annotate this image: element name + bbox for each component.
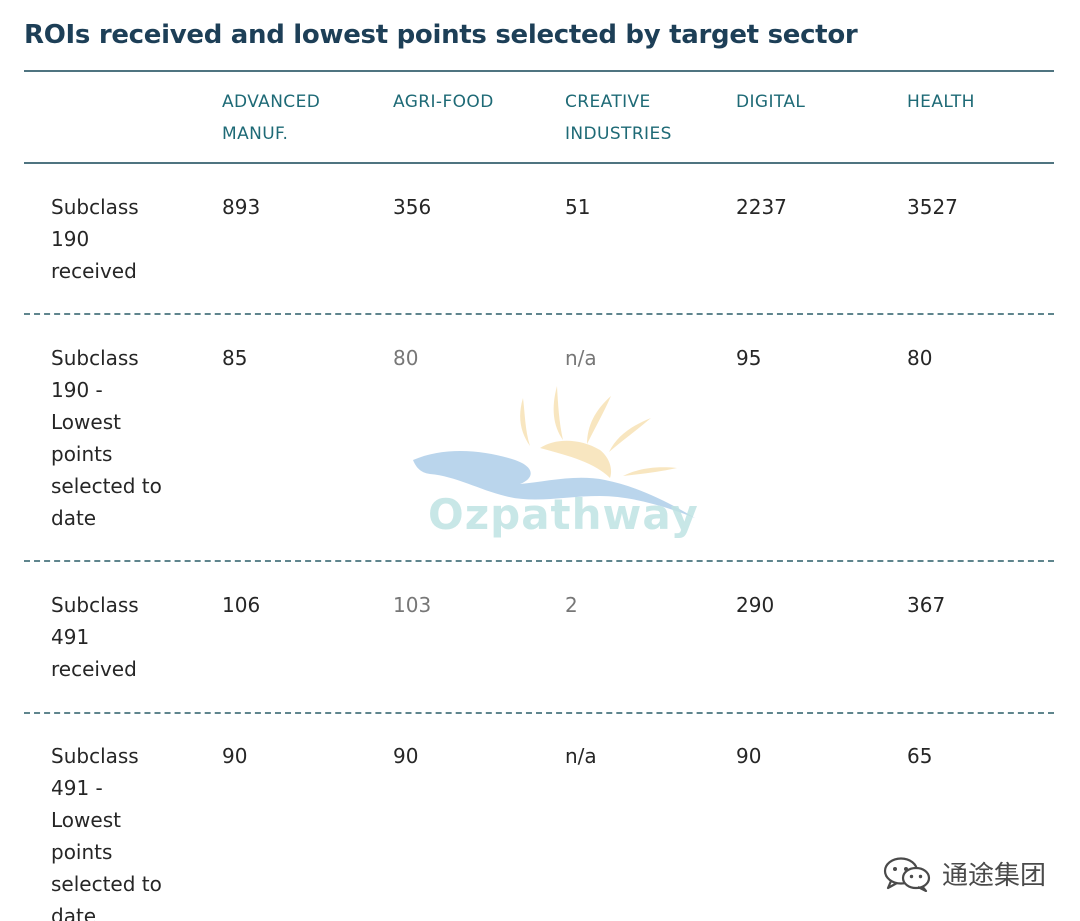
row-label-line: 491 - bbox=[51, 776, 103, 800]
col-header-creative-industries: CREATIVE INDUSTRIES bbox=[565, 86, 672, 150]
cell-491-lowest-agri-food: 90 bbox=[393, 744, 419, 768]
cell-491-received-agri-food: 103 bbox=[393, 593, 432, 617]
col-header-line: CREATIVE bbox=[565, 92, 651, 112]
cell-190-received-creative: 51 bbox=[565, 195, 591, 219]
wechat-icon bbox=[883, 856, 931, 892]
row-label-line: Subclass bbox=[51, 744, 139, 768]
cell-491-lowest-health: 65 bbox=[907, 744, 933, 768]
cell-190-received-health: 3527 bbox=[907, 195, 958, 219]
cell-491-lowest-advanced-manuf: 90 bbox=[222, 744, 248, 768]
row-label-line: 190 bbox=[51, 227, 90, 251]
header-rule bbox=[24, 162, 1054, 164]
brand-name: 通途集团 bbox=[941, 861, 1046, 891]
row-label-line: Subclass bbox=[51, 195, 139, 219]
row-label-line: selected to bbox=[51, 872, 162, 896]
wechat-brand-tag: 通途集团 bbox=[882, 855, 1046, 892]
col-header-line: INDUSTRIES bbox=[565, 124, 672, 144]
row-label-line: Lowest bbox=[51, 410, 121, 434]
col-header-agri-food: AGRI-FOOD bbox=[393, 86, 494, 118]
table-title: ROIs received and lowest points selected… bbox=[24, 20, 858, 50]
cell-190-lowest-health: 80 bbox=[907, 346, 933, 370]
row-label-491-lowest-points: Subclass 491 - Lowest points selected to… bbox=[51, 740, 221, 921]
cell-491-received-advanced-manuf: 106 bbox=[222, 593, 261, 617]
col-header-health: HEALTH bbox=[907, 86, 975, 118]
row-divider bbox=[24, 560, 1054, 562]
row-label-line: date bbox=[51, 506, 97, 530]
cell-491-received-health: 367 bbox=[907, 593, 946, 617]
row-label-line: points bbox=[51, 442, 113, 466]
col-header-line: AGRI-FOOD bbox=[393, 92, 494, 112]
row-label-line: selected to bbox=[51, 474, 162, 498]
row-label-line: 190 - bbox=[51, 378, 103, 402]
cell-190-lowest-creative: n/a bbox=[565, 346, 597, 370]
row-label-line: Subclass bbox=[51, 346, 139, 370]
cell-491-lowest-digital: 90 bbox=[736, 744, 762, 768]
row-label-190-received: Subclass 190 received bbox=[51, 191, 221, 287]
top-rule bbox=[24, 70, 1054, 72]
cell-190-lowest-digital: 95 bbox=[736, 346, 762, 370]
cell-190-lowest-agri-food: 80 bbox=[393, 346, 419, 370]
row-divider bbox=[24, 712, 1054, 714]
cell-190-received-agri-food: 356 bbox=[393, 195, 432, 219]
row-label-491-received: Subclass 491 received bbox=[51, 589, 221, 685]
col-header-line: HEALTH bbox=[907, 92, 975, 112]
row-label-line: received bbox=[51, 259, 137, 283]
cell-190-received-digital: 2237 bbox=[736, 195, 787, 219]
cell-491-received-creative: 2 bbox=[565, 593, 578, 617]
cell-190-received-advanced-manuf: 893 bbox=[222, 195, 261, 219]
row-label-line: Lowest bbox=[51, 808, 121, 832]
row-label-line: points bbox=[51, 840, 113, 864]
row-label-line: 491 bbox=[51, 625, 90, 649]
row-label-190-lowest-points: Subclass 190 - Lowest points selected to… bbox=[51, 342, 221, 534]
cell-491-received-digital: 290 bbox=[736, 593, 775, 617]
col-header-line: MANUF. bbox=[222, 124, 289, 144]
col-header-line: ADVANCED bbox=[222, 92, 321, 112]
cell-491-lowest-creative: n/a bbox=[565, 744, 597, 768]
row-label-line: date bbox=[51, 904, 97, 921]
cell-190-lowest-advanced-manuf: 85 bbox=[222, 346, 248, 370]
col-header-line: DIGITAL bbox=[736, 92, 806, 112]
col-header-digital: DIGITAL bbox=[736, 86, 805, 118]
col-header-advanced-manuf: ADVANCED MANUF. bbox=[222, 86, 320, 150]
row-label-line: received bbox=[51, 657, 137, 681]
row-divider bbox=[24, 313, 1054, 315]
ozpathway-watermark-text: Ozpathway bbox=[428, 490, 699, 539]
row-label-line: Subclass bbox=[51, 593, 139, 617]
